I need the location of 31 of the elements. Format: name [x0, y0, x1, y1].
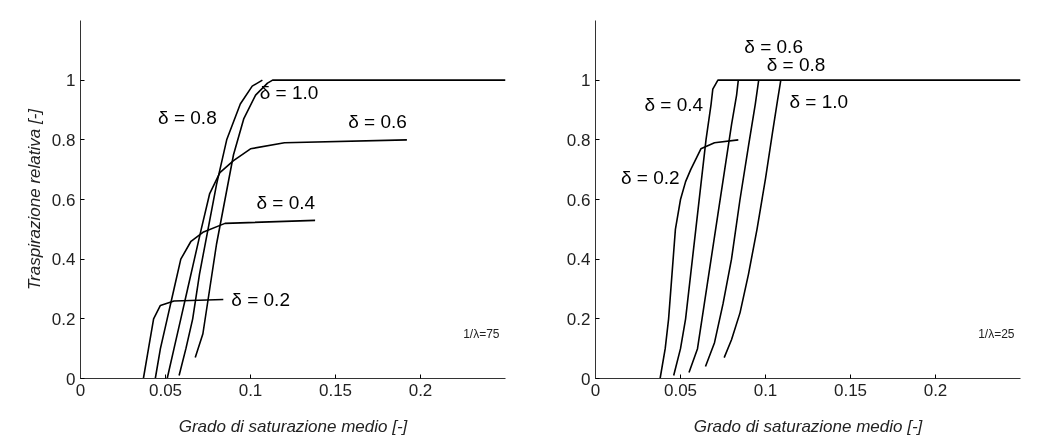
x-axis-title: Grado di saturazione medio [-]: [178, 416, 409, 436]
series-label: δ = 0.2: [620, 167, 680, 189]
x-tick-label: 0.2: [923, 380, 948, 400]
series-label: δ = 1.0: [259, 82, 319, 104]
y-tick-label: 1: [66, 71, 76, 91]
x-tick-label: 0.1: [238, 380, 263, 400]
y-tick-label: 0.2: [566, 309, 591, 329]
series-label: δ = 0.2: [231, 288, 290, 310]
y-tick-label: 1: [581, 71, 591, 91]
annotation: 1/λ=25: [978, 326, 1015, 341]
x-tick-label: 0.05: [148, 380, 183, 400]
x-tick-label: 0.15: [833, 380, 868, 400]
annotation: 1/λ=75: [463, 326, 500, 341]
x-tick-label: 0.2: [408, 380, 433, 400]
series-label: δ = 1.0: [789, 90, 849, 112]
y-tick-label: 0.4: [566, 250, 591, 270]
x-tick-label: 0.05: [663, 380, 698, 400]
y-tick-label: 0.6: [51, 190, 76, 210]
x-axis-title: Grado di saturazione medio [-]: [693, 416, 924, 436]
y-axis-title: Traspirazione relativa [-]: [24, 107, 44, 291]
y-tick-label: 0.8: [566, 130, 591, 150]
x-tick-label: 0.1: [753, 380, 778, 400]
series-label: δ = 0.8: [158, 107, 217, 129]
series-label: δ = 0.4: [256, 191, 316, 213]
y-tick-label: 0.8: [51, 130, 76, 150]
y-tick-label: 0.4: [51, 250, 76, 270]
y-tick-label: 0.2: [51, 309, 76, 329]
series-label: δ = 0.6: [348, 111, 407, 133]
y-tick-label: 0.6: [566, 190, 591, 210]
x-tick-label: 0.15: [318, 380, 353, 400]
series-label: δ = 0.4: [644, 93, 704, 115]
